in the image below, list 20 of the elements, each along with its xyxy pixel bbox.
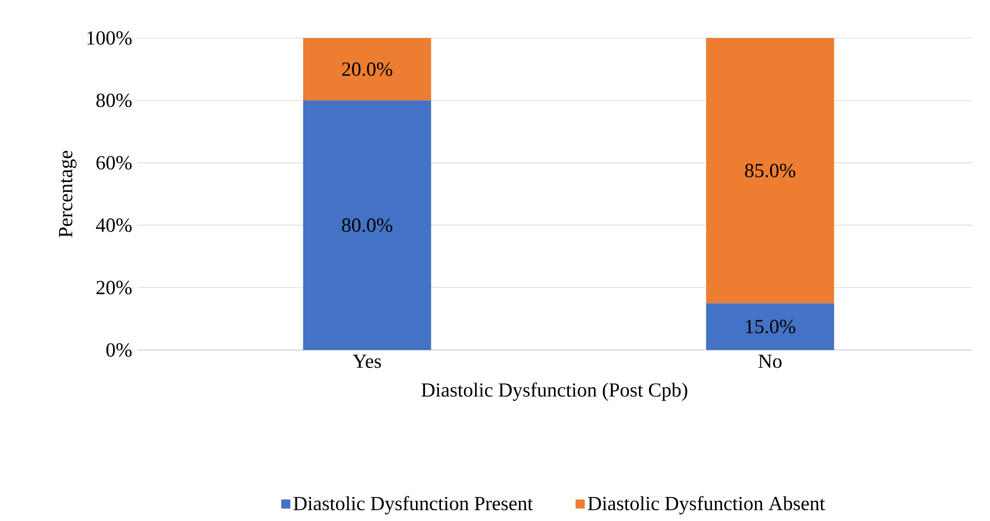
x-axis-title: Diastolic Dysfunction (Post Cpb) [421, 382, 688, 401]
y-tick-label: 80% [96, 94, 132, 108]
x-tick-label: Yes [352, 354, 381, 368]
legend-label: Diastolic Dysfunction Present [294, 496, 533, 514]
data-label: 80.0% [342, 218, 392, 232]
bar [303, 38, 432, 100]
legend-label: Diastolic Dysfunction Absent [588, 496, 825, 514]
bar [303, 100, 432, 350]
y-tick-label: 60% [96, 156, 132, 170]
bar [706, 303, 834, 350]
y-tick-label: 40% [96, 218, 132, 232]
x-tick-label: No [758, 354, 782, 368]
y-tick-label: 100% [87, 31, 132, 45]
data-label: 85.0% [745, 164, 796, 178]
y-axis-title: Percentage [59, 150, 76, 238]
y-tick-label: 0% [106, 343, 132, 357]
y-tick-label: 20% [96, 280, 132, 294]
bar [706, 38, 834, 304]
data-label: 20.0% [342, 62, 392, 76]
data-label: 15.0% [746, 320, 796, 334]
